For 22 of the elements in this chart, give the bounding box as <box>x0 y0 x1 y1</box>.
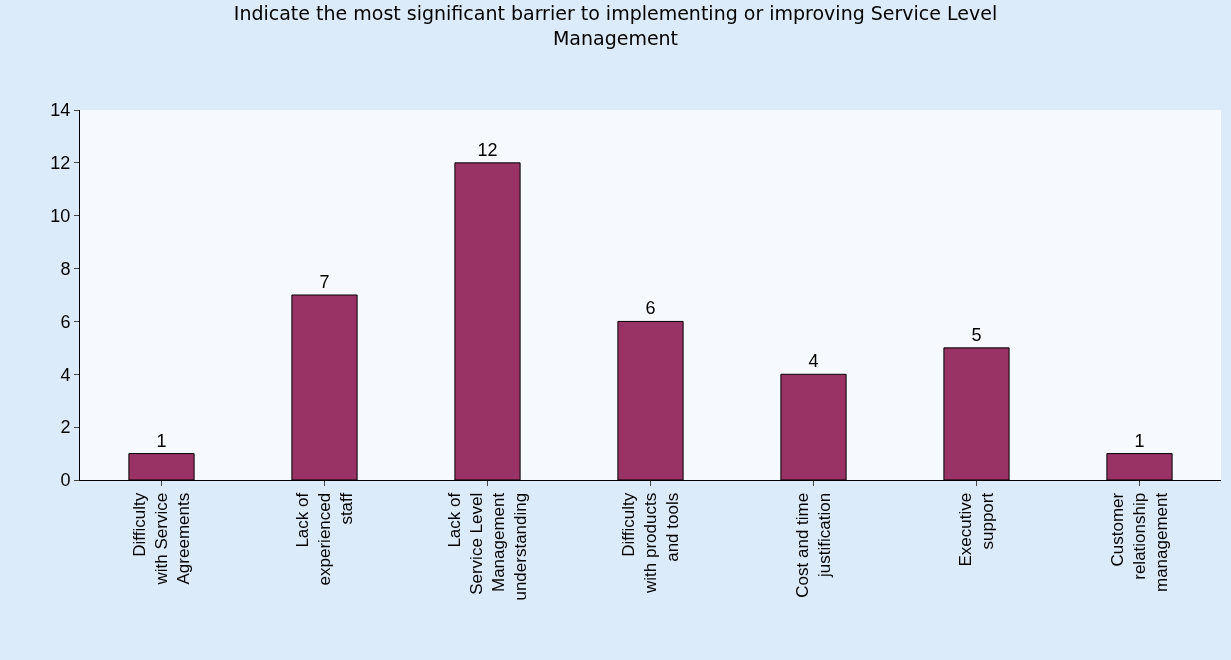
x-tick-label: Difficulty with products and tools <box>618 492 683 594</box>
x-tick-label: Cost and time justification <box>792 492 835 598</box>
y-tick-label: 2 <box>60 417 71 438</box>
y-tick-label: 6 <box>60 311 71 332</box>
y-tick-label: 8 <box>60 258 71 279</box>
data-label: 12 <box>477 139 498 160</box>
x-tick-label: Customer relationship management <box>1107 492 1172 593</box>
x-tick-label: Executive support <box>955 492 998 567</box>
y-tick-label: 4 <box>60 364 71 385</box>
data-label: 1 <box>1134 430 1145 451</box>
y-tick-label: 10 <box>50 206 71 227</box>
chart-title: Indicate the most significant barrier to implementing or improving Service Level Management <box>233 1 998 49</box>
data-label: 7 <box>319 272 330 292</box>
data-label: 6 <box>645 298 656 319</box>
y-tick-label: 12 <box>50 153 71 174</box>
y-tick-label: 0 <box>60 470 71 491</box>
x-tick-label: Difficulty with Service Agreements <box>129 492 194 586</box>
data-label: 5 <box>971 324 982 345</box>
data-label: 1 <box>156 430 167 451</box>
y-tick-label: 14 <box>50 100 71 121</box>
x-tick-label: Lack of experienced staff <box>292 492 357 586</box>
data-label: 4 <box>808 351 819 372</box>
